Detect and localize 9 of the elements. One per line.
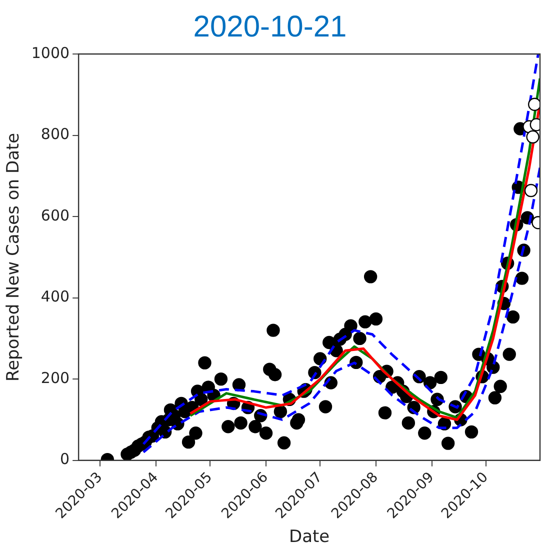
chart-title: 2020-10-21 (193, 10, 347, 44)
y-axis-title: Reported New Cases on Date (4, 132, 24, 382)
y-tick-label: 800 (40, 125, 70, 144)
y-tick-label: 400 (40, 288, 70, 306)
x-axis-title: Date (288, 527, 330, 548)
y-tick-label: 0 (60, 450, 70, 468)
y-tick-label: 600 (40, 206, 70, 224)
y-tick-label: 1000 (31, 44, 70, 62)
y-tick-label: 200 (40, 368, 70, 387)
